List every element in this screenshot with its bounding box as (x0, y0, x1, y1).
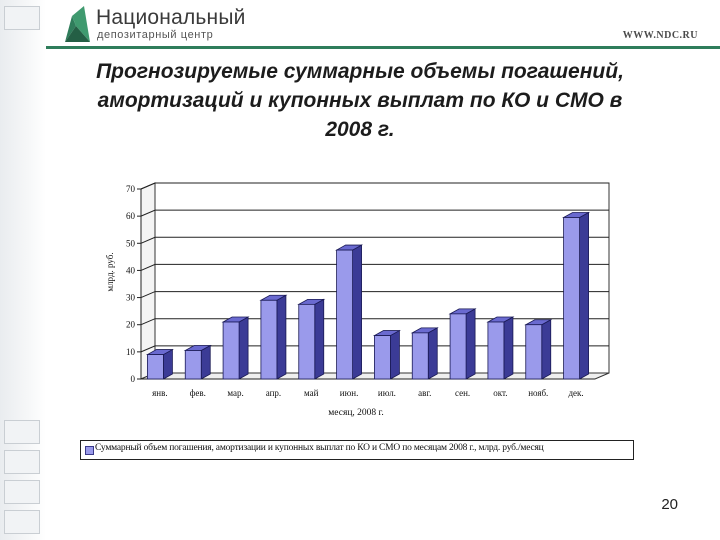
chart-legend: Суммарный объем погашения, амортизации и… (80, 440, 634, 460)
chart-side-wall (140, 182, 156, 380)
x-tick-label: авг. (418, 388, 431, 398)
gridline (140, 209, 609, 217)
y-tick-label: 50 (126, 238, 136, 248)
building-window (4, 450, 40, 474)
bar (411, 332, 429, 380)
bar (147, 354, 164, 380)
y-tick-label: 20 (126, 320, 136, 330)
bar (222, 321, 240, 380)
bar (298, 303, 316, 380)
bar (374, 335, 391, 380)
x-tick-label: фев. (190, 388, 206, 398)
y-tick-label: 70 (126, 184, 136, 194)
y-tick-label: 30 (126, 293, 136, 303)
x-tick-label: июл. (378, 388, 396, 398)
bar (487, 321, 505, 380)
bar-side (352, 244, 362, 380)
site-url: WWW.NDC.RU (622, 30, 698, 41)
x-tick-label: окт. (493, 388, 507, 398)
y-tick-label: 10 (126, 347, 136, 357)
x-tick-label: май (304, 388, 319, 398)
y-tick-label: 0 (131, 374, 136, 384)
title-line: 2008 г. (325, 117, 395, 141)
gridline (140, 291, 609, 299)
bar-side (541, 319, 552, 380)
x-tick-label: дек. (568, 388, 583, 398)
page-number: 20 (661, 496, 678, 513)
bar-side (238, 316, 249, 380)
bar (563, 217, 580, 380)
bar (525, 324, 543, 380)
y-axis-title: млрд. руб. (105, 252, 115, 291)
bar-side (579, 211, 589, 380)
x-tick-label: сен. (455, 388, 470, 398)
bar (336, 249, 353, 380)
bar-side (427, 327, 438, 380)
x-axis-title: месяц, 2008 г. (328, 408, 383, 418)
x-tick-label: нояб. (528, 388, 548, 398)
x-tick-label: июн. (340, 388, 359, 398)
bar (449, 313, 467, 380)
building-window (4, 510, 40, 534)
gridline (140, 182, 609, 190)
x-tick-label: апр. (266, 388, 281, 398)
logo-name: Национальный (96, 6, 246, 29)
gridline (140, 263, 609, 271)
header-rule (46, 46, 720, 49)
bar (184, 350, 202, 380)
bar-side (503, 316, 514, 380)
bar-side (276, 294, 287, 380)
bar-side (465, 308, 476, 380)
ndc-logo: Национальный депозитарный центр (62, 4, 252, 44)
building-window (4, 6, 40, 30)
title-line: амортизаций и купонных выплат по КО и СМ… (97, 88, 623, 112)
building-window (4, 420, 40, 444)
legend-label: Суммарный объем погашения, амортизации и… (95, 443, 544, 453)
title-line: Прогнозируемые суммарные объемы погашени… (96, 60, 624, 83)
x-tick-label: мар. (227, 388, 243, 398)
slide-header: Национальный депозитарный центр WWW.NDC.… (0, 0, 720, 46)
bar (260, 299, 278, 380)
logo-subtitle: депозитарный центр (97, 29, 214, 41)
y-tick-label: 60 (126, 211, 136, 221)
y-tick-label: 40 (126, 265, 136, 275)
gridline (140, 236, 609, 244)
x-tick-label: янв. (152, 388, 167, 398)
bar-side (200, 344, 211, 380)
ndc-logo-mark-icon (65, 6, 90, 42)
building-window (4, 480, 40, 504)
bar-side (390, 329, 400, 380)
background-building-strip (0, 0, 46, 540)
bar-side (314, 298, 325, 380)
legend-swatch (85, 446, 94, 455)
slide-title: Прогнозируемые суммарные объемы погашени… (40, 58, 680, 145)
